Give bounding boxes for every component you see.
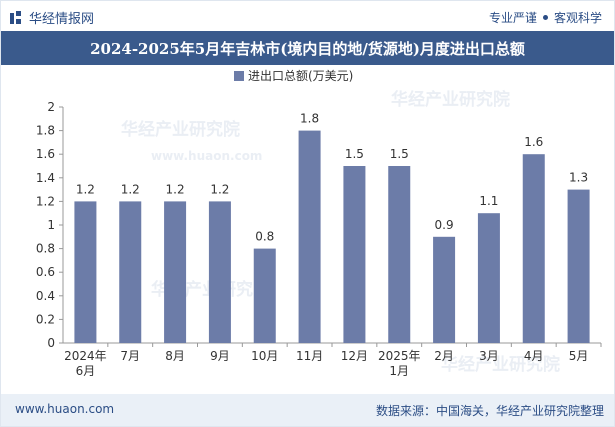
footer-source: 数据来源：中国海关，华经产业研究院整理 (375, 404, 604, 418)
bar (164, 201, 187, 343)
y-tick-label: 0 (47, 336, 55, 350)
legend-swatch (234, 71, 244, 81)
data-label: 1.8 (300, 112, 319, 126)
y-tick-label: 0.8 (36, 242, 55, 256)
data-label: 1.5 (345, 147, 364, 161)
y-tick-label: 0.6 (36, 265, 55, 279)
watermark-text: 华经产业研究院 (441, 354, 560, 375)
data-labels: 1.2 1.2 1.2 1.2 0.8 1.8 1.5 1.5 0.9 1.1 1.6 1.3 (76, 112, 588, 244)
data-label: 1.1 (479, 194, 498, 208)
x-tick-label: 4月 (524, 349, 544, 363)
data-label: 1.6 (524, 135, 543, 149)
y-tick-label: 1 (47, 218, 55, 232)
data-label: 1.5 (390, 147, 409, 161)
legend: 进出口总额(万美元) (234, 69, 353, 83)
bar (208, 201, 231, 343)
x-tick-label: 7月 (120, 349, 140, 363)
x-tick-label: 5月 (569, 349, 589, 363)
slogan-right: 客观科学 (553, 11, 602, 25)
bar (298, 130, 321, 343)
chart-title: 2024-2025年5月年吉林市(境内目的地/货源地)月度进出口总额 (90, 39, 525, 58)
bar (74, 201, 97, 343)
x-axis: 2024年 6月 7月 8月 9月 10月 11月 12月 2025年 1月 2月 3月 4月 5月 (63, 342, 602, 378)
y-tick-label: 0.2 (36, 312, 55, 326)
bar-chart: 华经产业研究院 华经产业研究院 华经产业研究院 华经产业研究院 www.huao… (36, 69, 602, 378)
bar (253, 248, 276, 343)
bar (522, 154, 545, 343)
legend-label: 进出口总额(万美元) (248, 69, 353, 83)
data-label: 1.3 (569, 171, 588, 185)
x-tick-label: 9月 (210, 349, 230, 363)
data-label: 1.2 (166, 182, 185, 196)
bars (74, 130, 590, 343)
watermark-text: 华经产业研究院 (391, 89, 510, 110)
y-tick-label: 1.4 (36, 171, 55, 185)
y-tick-label: 0.4 (36, 289, 55, 303)
slogan-left: 专业严谨 (488, 11, 537, 25)
bar (477, 213, 500, 343)
bar (119, 201, 142, 343)
x-tick-label: 8月 (165, 349, 185, 363)
slogan: 专业严谨 客观科学 (489, 9, 602, 26)
x-tick-label: 3月 (479, 349, 499, 363)
title-bar: 2024-2025年5月年吉林市(境内目的地/货源地)月度进出口总额 (1, 31, 614, 65)
bar (567, 189, 590, 343)
data-label: 1.2 (76, 182, 95, 196)
data-label: 0.8 (255, 230, 274, 244)
brand-logo-icon (10, 10, 21, 24)
watermark-text: 华经产业研究院 (121, 119, 240, 140)
brand[interactable]: 华经情报网 (9, 8, 94, 27)
bar (433, 236, 456, 343)
y-tick-label: 1.8 (36, 124, 55, 138)
data-label: 1.2 (121, 182, 140, 196)
y-tick-label: 2 (47, 100, 55, 114)
slogan-dot-icon (542, 15, 548, 20)
x-tick-label: 2月 (434, 349, 454, 363)
y-tick-label: 1.6 (36, 147, 55, 161)
x-tick-label: 2024年 6月 (64, 349, 107, 378)
footer: www.huaon.com 数据来源：中国海关，华经产业研究院整理 (1, 394, 614, 426)
x-tick-label: 11月 (296, 349, 323, 363)
watermark-url: www.huaon.com (151, 149, 262, 163)
y-axis: 0 0.2 0.4 0.6 0.8 1 1.2 1.4 1.6 1.8 2 (36, 100, 64, 350)
footer-url[interactable]: www.huaon.com (15, 402, 115, 416)
bar (343, 166, 366, 343)
top-bar: 华经情报网 专业严谨 客观科学 (1, 1, 614, 31)
x-tick-label: 12月 (341, 349, 368, 363)
x-tick-label: 10月 (251, 349, 278, 363)
bar (388, 166, 411, 343)
data-label: 1.2 (210, 182, 229, 196)
brand-name: 华经情报网 (29, 12, 95, 27)
x-tick-label: 2025年 1月 (378, 349, 421, 378)
y-tick-label: 1.2 (36, 194, 55, 208)
data-label: 0.9 (435, 218, 454, 232)
